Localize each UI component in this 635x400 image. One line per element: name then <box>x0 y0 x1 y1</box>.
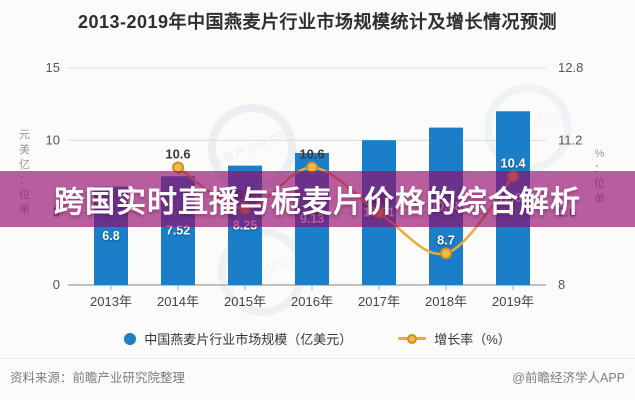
x-axis-label: 2014年 <box>157 294 199 309</box>
line-series-marker-icon <box>398 333 427 344</box>
axis-unit-char: % <box>594 148 605 160</box>
right-axis-tick-label: 11.2 <box>558 132 582 147</box>
bar-value-label: 7.52 <box>166 224 190 238</box>
growth-value-label: 10.4 <box>500 156 526 171</box>
growth-point <box>440 247 452 260</box>
legend-item-market-size: 中国燕麦片行业市场规模（亿美元） <box>124 329 352 348</box>
footer: 资料来源：前瞻产业研究院整理 @前瞻经济学人APP <box>0 358 635 400</box>
bar-value-label: 6.8 <box>102 229 119 243</box>
legend-item-growth-rate: 增长率（%） <box>398 329 511 348</box>
right-axis-tick-label: 12.8 <box>558 60 583 75</box>
chart-legend: 中国燕麦片行业市场规模（亿美元） 增长率（%） <box>0 329 635 348</box>
axis-unit-char: 亿 <box>19 159 30 171</box>
growth-value-label: 8.7 <box>437 232 455 247</box>
growth-value-label: 10.6 <box>165 146 190 161</box>
overlay-banner: 跨国实时直播与栀麦片价格的综合解析 <box>0 171 635 227</box>
credit-text: @前瞻经济学人APP <box>512 371 625 385</box>
left-axis-tick-label: 0 <box>53 277 60 292</box>
right-axis-tick-label: 8 <box>558 277 565 292</box>
x-axis-label: 2016年 <box>291 294 333 309</box>
left-axis-tick-label: 10 <box>46 132 60 147</box>
legend-line-label: 增长率（%） <box>434 332 511 347</box>
axis-unit-char: 美 <box>19 144 30 156</box>
legend-bar-label: 中国燕麦片行业市场规模（亿美元） <box>144 332 353 347</box>
watermark-text: 前瞻产业研究院 <box>210 126 293 170</box>
x-axis-label: 2015年 <box>224 294 266 309</box>
chart-title: 2013-2019年中国燕麦片行业市场规模统计及增长情况预测 <box>77 12 558 32</box>
x-axis-label: 2013年 <box>90 294 132 309</box>
left-axis-tick-label: 15 <box>46 60 60 75</box>
bar-series-marker-icon <box>124 332 137 345</box>
data-source-text: 资料来源：前瞻产业研究院整理 <box>10 371 186 385</box>
x-axis-label: 2018年 <box>425 294 467 309</box>
x-axis-label: 2017年 <box>358 294 400 309</box>
axis-unit-char: ： <box>594 163 605 175</box>
axis-unit-char: 元 <box>19 129 30 141</box>
watermark-ring-icon <box>484 84 572 172</box>
x-axis-label: 2019年 <box>492 294 534 309</box>
growth-value-label: 10.6 <box>299 146 324 161</box>
overlay-banner-text: 跨国实时直播与栀麦片价格的综合解析 <box>54 186 581 219</box>
